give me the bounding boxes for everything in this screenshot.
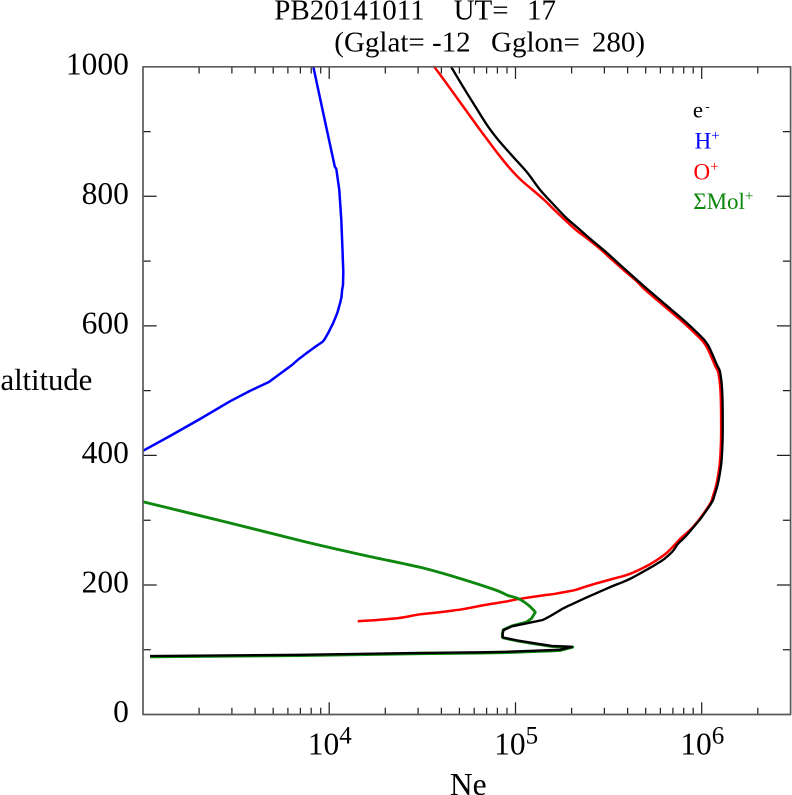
- svg-text:400: 400: [82, 435, 129, 470]
- svg-text:17: 17: [527, 0, 556, 26]
- svg-text:600: 600: [82, 305, 129, 340]
- svg-text:Ne: Ne: [450, 767, 487, 795]
- svg-text:800: 800: [82, 176, 129, 211]
- svg-text:200: 200: [82, 565, 129, 600]
- svg-text:10: 10: [680, 727, 712, 762]
- svg-text:UT=: UT=: [454, 0, 509, 26]
- svg-text:10: 10: [308, 727, 340, 762]
- svg-text:5: 5: [526, 723, 539, 750]
- svg-text:10: 10: [494, 727, 525, 762]
- svg-text:(Gglat= -12: (Gglat= -12: [334, 26, 470, 58]
- svg-text:0: 0: [113, 694, 129, 729]
- svg-text:6: 6: [712, 723, 725, 750]
- svg-text:Gglon=: Gglon=: [491, 26, 580, 58]
- svg-text:altitude: altitude: [1, 362, 93, 397]
- svg-text:1000: 1000: [66, 46, 129, 81]
- svg-text:4: 4: [339, 723, 352, 750]
- svg-text:PB20141011: PB20141011: [274, 0, 424, 26]
- svg-text:ΣMol+: ΣMol+: [693, 189, 753, 215]
- svg-text:280): 280): [592, 26, 645, 58]
